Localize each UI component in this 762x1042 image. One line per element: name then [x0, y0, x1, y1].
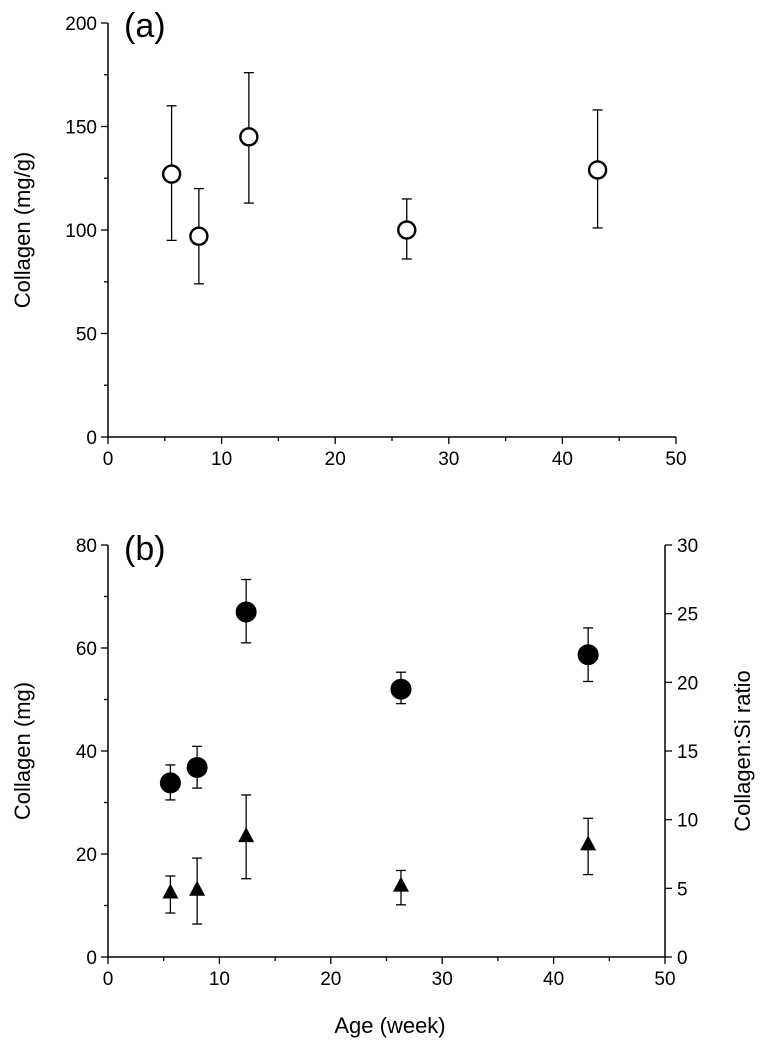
panel-a-x-tick-label: 0	[103, 449, 114, 470]
panel-a-data-point	[239, 127, 259, 147]
panel-b-x-tick-label: 20	[320, 969, 341, 990]
panel-a-x-tick-label: 20	[325, 449, 346, 470]
panel-a: (a) Collagen (mg/g) 0 10 20 30 40 50 0 50 100 150…	[10, 7, 687, 470]
panel-b-y2-tick-label: 0	[677, 948, 688, 969]
panel-b-data-point	[577, 644, 599, 666]
panel-a-x-tick-label: 40	[552, 449, 573, 470]
panel-a-y-tick-label: 0	[86, 428, 97, 449]
panel-b-data-point	[235, 601, 257, 623]
panel-b-y-tick-label: 40	[76, 742, 97, 763]
panel-a-x-tick-label: 10	[211, 449, 232, 470]
panel-b-data-point	[159, 772, 181, 794]
panel-b-y2-tick-label: 5	[677, 879, 688, 900]
panel-b-data-point-triangle	[392, 876, 409, 892]
panel-b-data-point-triangle	[162, 883, 179, 899]
panel-b-y2-tick-label: 25	[677, 605, 698, 626]
panel-a-data-point	[587, 160, 608, 180]
panel-a-y-tick-label: 150	[65, 118, 97, 139]
panel-a-y-tick-label: 50	[76, 325, 97, 346]
panel-b-y-tick-label: 80	[76, 536, 97, 557]
panel-b-data-point-triangle	[189, 880, 206, 896]
panel-b-label: (b)	[124, 530, 166, 568]
panel-b-data-point	[186, 756, 208, 778]
panel-a-y-tick-label: 200	[65, 14, 97, 35]
panel-a-x-tick-label: 50	[665, 449, 686, 470]
panel-b-data-point-triangle	[580, 835, 597, 851]
panel-b-y-tick-label: 0	[86, 948, 97, 969]
panel-b-y-tick-label: 20	[76, 845, 97, 866]
panel-b-x-tick-label: 40	[543, 969, 564, 990]
panel-b-x-tick-label: 50	[654, 969, 675, 990]
panel-b-x-tick-label: 10	[209, 969, 230, 990]
panel-b-x-axis-title: Age (week)	[334, 1013, 445, 1038]
panel-a-y-tick-label: 100	[65, 221, 97, 242]
panel-a-label: (a)	[124, 7, 166, 45]
panel-b-x-tick-label: 0	[103, 969, 114, 990]
panel-b-y2-axis-title: Collagen:Si ratio	[730, 670, 755, 831]
panel-b-y2-tick-label: 15	[677, 742, 698, 763]
panel-a-data-point	[189, 226, 209, 246]
panel-a-y-axis-title: Collagen (mg/g)	[10, 152, 35, 309]
panel-a-data-point	[161, 164, 182, 184]
panel-b-y-tick-label: 60	[76, 639, 97, 660]
panel-b-data-point	[390, 678, 412, 700]
panel-a-x-tick-label: 30	[438, 449, 459, 470]
panel-a-data-point	[397, 220, 417, 240]
panel-b: (b) Collagen (mg) Collagen:Si ratio Age …	[10, 530, 755, 1038]
panel-b-x-tick-label: 30	[432, 969, 453, 990]
panel-b-y2-tick-label: 30	[677, 536, 698, 557]
panel-b-y2-tick-label: 20	[677, 673, 698, 694]
panel-b-y-axis-title: Collagen (mg)	[10, 682, 35, 820]
panel-b-data-point-triangle	[238, 827, 255, 843]
panel-b-y2-tick-label: 10	[677, 811, 698, 832]
